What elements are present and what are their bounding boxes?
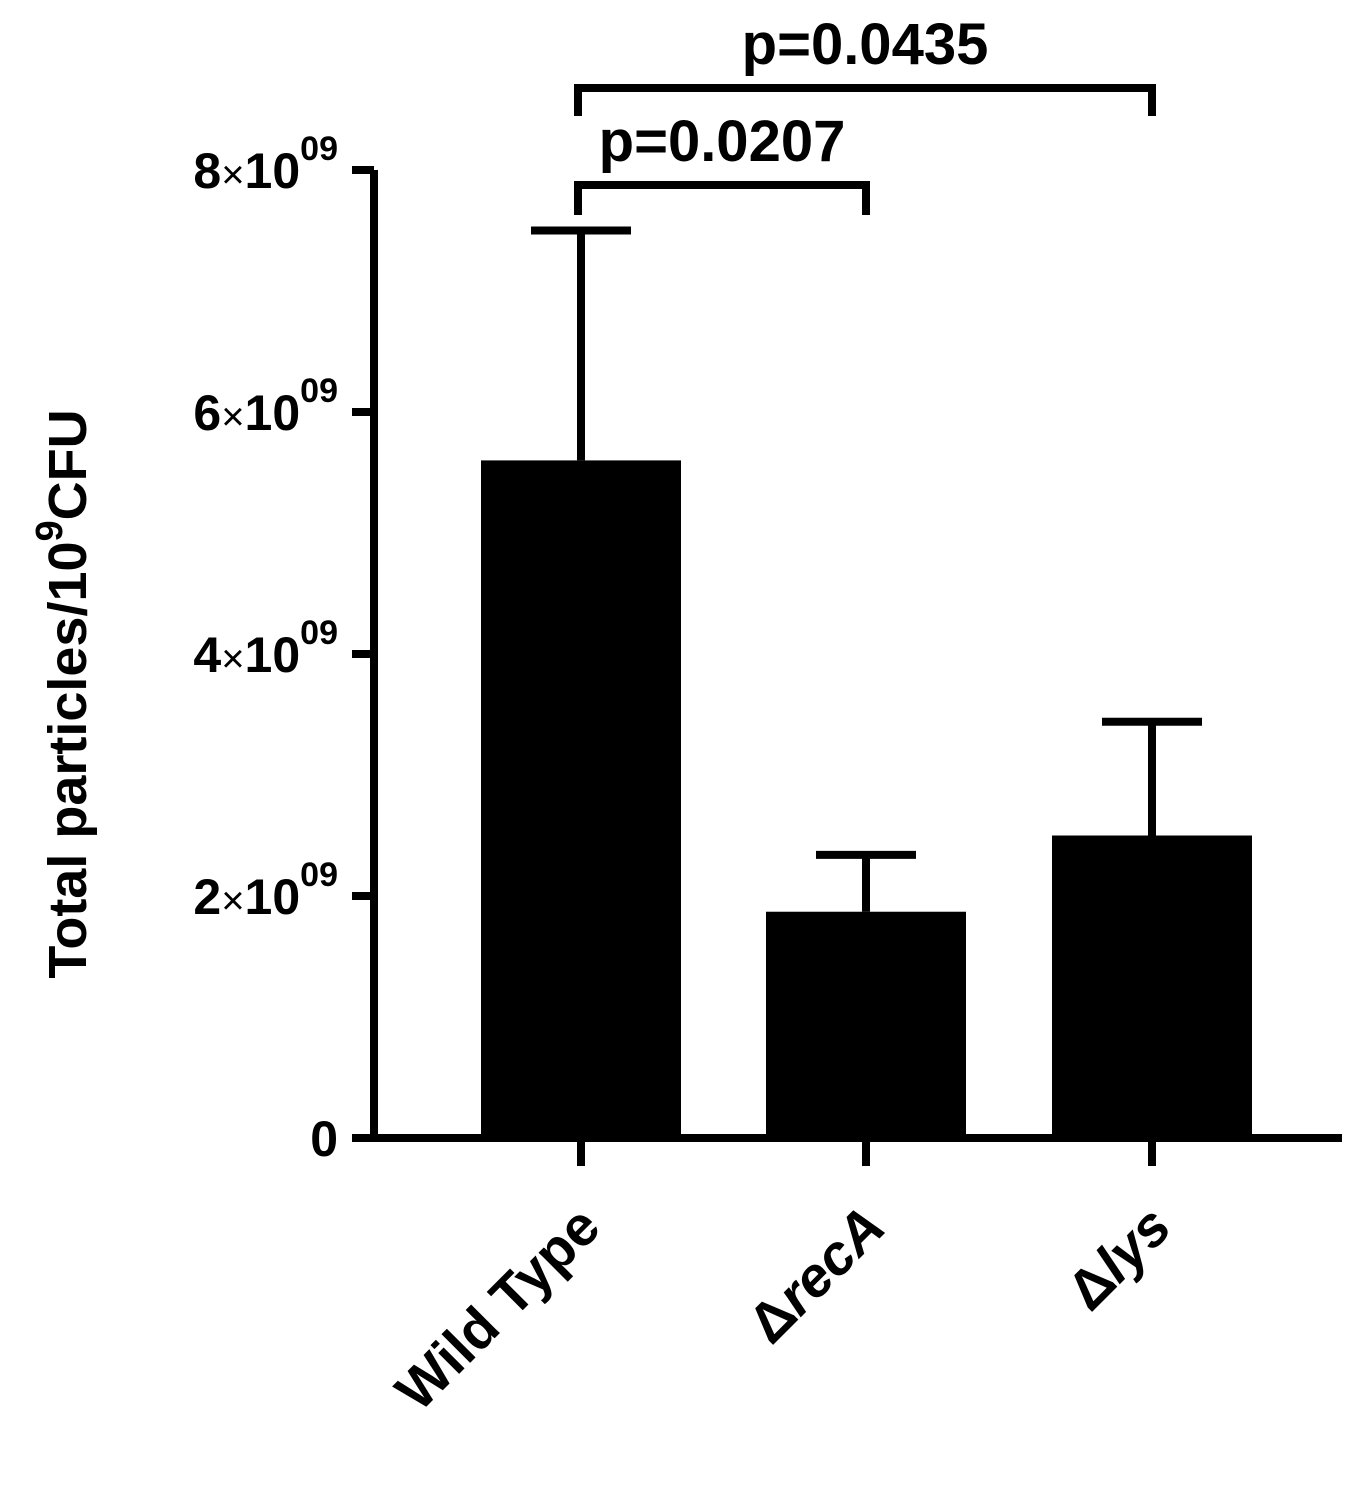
y-tick-base: 10 — [245, 385, 301, 441]
times-symbol: × — [221, 153, 244, 197]
bars — [481, 460, 1252, 1138]
y-axis-label-suffix: CFU — [38, 409, 98, 520]
significance-bracket — [574, 84, 1156, 116]
times-symbol: × — [221, 879, 244, 923]
bar — [766, 911, 966, 1138]
y-tick-base: 10 — [245, 143, 301, 199]
y-tick-exponent: 09 — [300, 614, 338, 652]
significance-bracket — [574, 181, 870, 215]
x-category-label: Δlys — [1054, 1194, 1182, 1322]
y-tick-label: 0 — [310, 1111, 338, 1167]
y-tick-base: 10 — [245, 627, 301, 683]
y-axis-label: Total particles/109CFU — [29, 409, 98, 978]
y-tick-exponent: 09 — [300, 856, 338, 894]
y-tick-label: 8×1009 — [193, 130, 338, 199]
times-symbol: × — [221, 395, 244, 439]
y-tick-value: 0 — [310, 1111, 338, 1167]
y-axis-label-exponent: 9 — [29, 520, 71, 541]
times-symbol: × — [221, 637, 244, 681]
y-tick-exponent: 09 — [300, 372, 338, 410]
y-tick-label: 6×1009 — [193, 372, 338, 441]
x-category-label: ΔrecA — [735, 1194, 896, 1355]
significance-brackets: p=0.0207 p=0.0435 — [574, 12, 1156, 215]
y-tick-mantissa: 6 — [193, 385, 221, 441]
y-tick-label: 4×1009 — [193, 614, 338, 683]
y-tick-base: 10 — [245, 869, 301, 925]
y-tick-label: 2×1009 — [193, 856, 338, 925]
error-bars — [531, 226, 1202, 912]
bar — [1052, 835, 1252, 1138]
y-tick-mantissa: 4 — [193, 627, 221, 683]
p-value-label: p=0.0207 — [599, 109, 846, 174]
y-tick-mantissa: 2 — [193, 869, 221, 925]
p-value-label: p=0.0435 — [742, 12, 989, 77]
axes — [352, 166, 1342, 1166]
y-tick-mantissa: 8 — [193, 143, 221, 199]
y-axis-label-prefix: Total particles/10 — [38, 541, 98, 978]
category-name: Wild Type — [383, 1194, 611, 1422]
bar — [481, 460, 681, 1138]
y-tick-exponent: 09 — [300, 130, 338, 168]
x-category-label: Wild Type — [383, 1194, 611, 1422]
